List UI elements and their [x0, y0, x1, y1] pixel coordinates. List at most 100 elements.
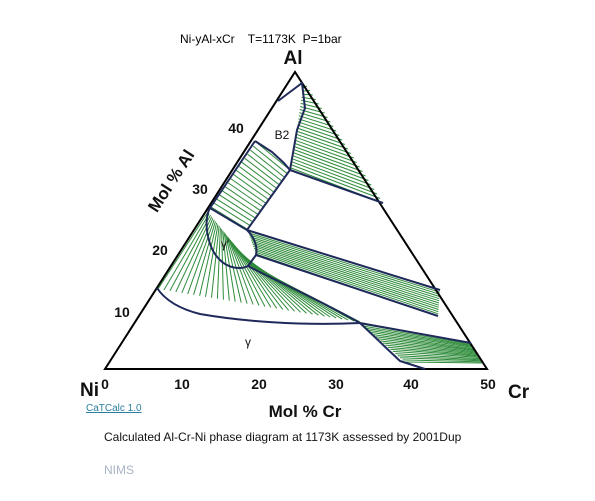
- gamma-cr-tie-line: [373, 334, 474, 350]
- gamma-gamma-prime-tie-line: [231, 241, 272, 308]
- b2-gamma-prime-tie-line: [230, 178, 267, 204]
- gamma-gamma-prime-tie-line: [187, 219, 215, 295]
- b2-gamma-prime-tie-line: [213, 202, 250, 226]
- b2-gamma-prime-tie-line: [222, 190, 259, 215]
- gamma-cr-tie-line: [385, 344, 477, 355]
- b2-gamma-prime-tie-line: [252, 145, 288, 175]
- software-credit: CaTCalc 1.0: [86, 403, 142, 414]
- gamma-prime-cr-tie-line: [253, 247, 439, 310]
- bottom-tick-20: 20: [251, 376, 267, 392]
- b2-cr-tie-line: [298, 118, 337, 132]
- gamma-gamma-prime-boundary: [247, 265, 361, 324]
- gamma-prime-cr-tie-line: [255, 251, 439, 315]
- corner-label-ni: Ni: [80, 380, 99, 401]
- b2-gamma-prime-tie-line: [227, 182, 264, 208]
- b2-cr-tie-line: [298, 115, 334, 127]
- gamma-prime-cr-tie-line: [248, 232, 440, 293]
- gamma-gamma-prime-tie-line: [157, 211, 209, 290]
- gamma-gamma-prime-tie-line: [232, 242, 278, 309]
- corner-label-al: Al: [284, 48, 303, 69]
- gamma-cr-tie-line: [397, 355, 481, 361]
- triangle-frame: [103, 70, 489, 370]
- gamma-gamma-prime-tie-line: [221, 229, 224, 300]
- b2-cr-tie-line: [294, 146, 363, 172]
- bottom-axis-label: Mol % Cr: [269, 402, 342, 421]
- left-tick-40: 40: [228, 120, 244, 136]
- gamma-cr-tie-line: [370, 331, 473, 348]
- gamma-gamma-prime-tie-line: [199, 222, 218, 296]
- b2-gamma-prime-tie-line: [244, 157, 280, 186]
- conditions-title: Ni-yAl-xCr T=1173K P=1bar: [180, 32, 342, 46]
- b2-cr-tie-line: [296, 130, 349, 150]
- source-label: NIMS: [104, 463, 134, 477]
- bottom-tick-50: 50: [480, 376, 496, 392]
- gamma-prime-cr-tie-line: [251, 242, 440, 304]
- gamma-cr-tie-line: [404, 361, 483, 364]
- b2-cr-tie-line: [294, 142, 360, 168]
- b2-cr-tie-line: [291, 161, 378, 195]
- gamma-cr-tie-line: [363, 325, 471, 345]
- gamma-cr-tie-line: [395, 353, 480, 360]
- gamma-boundary: [156, 287, 361, 325]
- bottom-tick-40: 40: [403, 376, 419, 392]
- gamma-gamma-prime-tie-line: [205, 224, 219, 297]
- gamma-cr-tie-line: [400, 357, 481, 362]
- bottom-tick-30: 30: [328, 376, 344, 392]
- gamma-prime-region-boundary: [205, 207, 258, 269]
- b2-cr-tie-line: [293, 149, 366, 177]
- phase-label-gamma: γ: [245, 335, 251, 349]
- gamma-cr-tie-line: [392, 350, 479, 358]
- gamma-gamma-prime-tie-line: [193, 221, 216, 295]
- left-tick-30: 30: [192, 181, 208, 197]
- b2-cr-tie-line: [297, 124, 343, 141]
- gamma-prime-cr-tie-line: [249, 236, 440, 297]
- gamma-cr-tie-line: [378, 338, 475, 352]
- gamma-gamma-prime-tie-line: [211, 225, 220, 298]
- left-tick-20: 20: [152, 242, 168, 258]
- gamma-prime-cr-tie-line: [249, 234, 440, 295]
- b2-cr-tie-line: [291, 164, 381, 199]
- b2-cr-tie-line: [292, 155, 372, 186]
- gamma-prime-cr-tie-line: [254, 249, 439, 313]
- phase-boundaries: [156, 82, 472, 370]
- b2-gamma-prime-tie-line: [216, 198, 253, 223]
- gamma-prime-cr-upper-boundary: [246, 229, 441, 291]
- gamma-gamma-prime-tie-line: [163, 213, 210, 291]
- gamma-gamma-prime-tie-line: [228, 238, 260, 306]
- gamma-cr-tie-line: [380, 340, 476, 353]
- b2-cr-tie-line: [295, 139, 357, 163]
- b2-cr-tie-line: [295, 133, 351, 154]
- gamma-gamma-prime-tie-line: [175, 216, 213, 293]
- b2-region-boundary: [254, 82, 306, 171]
- gamma-prime-cr-tie-line: [250, 238, 440, 300]
- gamma-cr-tie-line: [387, 346, 478, 356]
- gamma-gamma-prime-tie-line: [169, 214, 211, 292]
- b2-gamma-prime-tie-line: [236, 169, 272, 197]
- gamma-prime-cr-lower-boundary: [255, 254, 439, 317]
- left-axis-label: Mol % Al: [144, 146, 198, 215]
- gamma-cr-tie-line: [382, 342, 477, 354]
- gamma-gamma-prime-tie-line: [216, 227, 221, 299]
- b2-cr-tie-line: [292, 158, 375, 190]
- gamma-cr-tie-line: [390, 348, 479, 357]
- phase-label-b2: B2: [275, 128, 290, 142]
- gamma-gamma-prime-tie-line: [227, 236, 254, 305]
- gamma-cr-tie-line: [368, 329, 473, 347]
- left-tick-10: 10: [114, 304, 130, 320]
- b2-gamma-prime-tie-line: [219, 194, 256, 219]
- b2-gamma-prime-tie-line: [238, 165, 275, 193]
- tie-lines: [157, 85, 483, 364]
- corner-label-cr: Cr: [508, 382, 530, 403]
- gamma-prime-cr-tie-line: [252, 243, 439, 306]
- gamma-gamma-prime-tie-line: [233, 244, 284, 310]
- b2-right-boundary: [289, 169, 384, 204]
- b2-gamma-prime-tie-line: [224, 186, 261, 212]
- b2-gamma-prime-tie-line: [250, 149, 285, 178]
- b2-cr-lower-boundary: [246, 169, 291, 231]
- gamma-prime-cr-tie-line: [253, 245, 439, 308]
- gamma-cr-upper-boundary: [359, 322, 472, 344]
- figure-caption: Calculated Al-Cr-Ni phase diagram at 117…: [104, 430, 462, 444]
- gamma-cr-tie-line: [375, 336, 475, 351]
